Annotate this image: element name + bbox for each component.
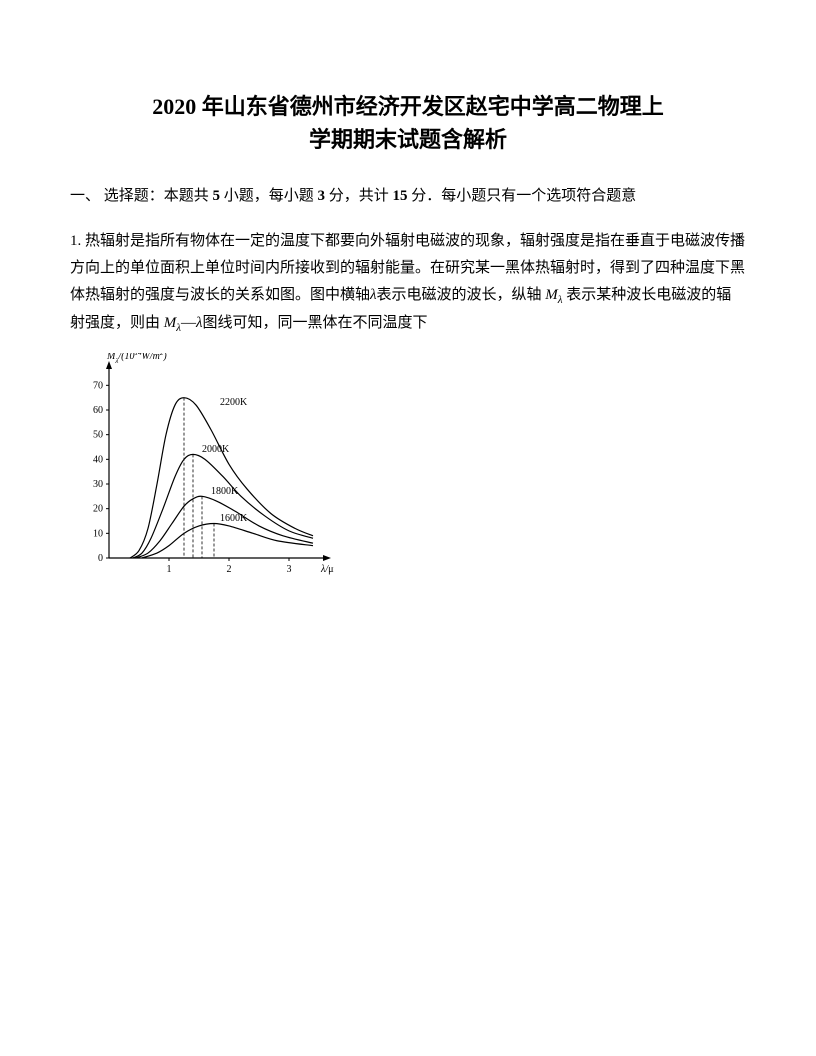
section-total: 15 (393, 188, 408, 204)
svg-text:60: 60 (93, 405, 103, 416)
section-mid1: 小题，每小题 (220, 188, 318, 204)
section-prefix: 一、 选择题：本题共 (70, 188, 213, 204)
svg-text:2: 2 (227, 564, 232, 575)
section-mid2: 分，共计 (325, 188, 393, 204)
chart-svg: 0 10 20 30 40 50 60 70 1 2 3 Mλ/(1014W/m2) λ/μm 2200K… (74, 353, 334, 583)
m-symbol-1: M (545, 287, 558, 303)
section-heading: 一、 选择题：本题共 5 小题，每小题 3 分，共计 15 分．每小题只有一个选… (70, 184, 746, 210)
svg-text:2200K: 2200K (220, 397, 248, 408)
section-count: 5 (213, 188, 221, 204)
question-1: 1. 热辐射是指所有物体在一定的温度下都要向外辐射电磁波的现象，辐射强度是指在垂… (70, 228, 746, 340)
svg-text:1800K: 1800K (211, 486, 239, 497)
question-text-2: 表示电磁波的波长，纵轴 (377, 287, 546, 303)
question-number: 1. (70, 233, 85, 249)
svg-text:3: 3 (287, 564, 292, 575)
svg-text:50: 50 (93, 430, 103, 441)
question-text-4: 图线可知，同一黑体在不同温度下 (203, 315, 428, 331)
svg-text:10: 10 (93, 528, 103, 539)
section-suffix: 分．每小题只有一个选项符合题意 (408, 188, 637, 204)
title-line1: 2020 年山东省德州市经济开发区赵宅中学高二物理上 (152, 94, 664, 119)
svg-text:λ/μm: λ/μm (320, 564, 334, 575)
svg-text:1600K: 1600K (220, 513, 248, 524)
m-symbol-2: M (164, 315, 177, 331)
svg-text:0: 0 (98, 553, 103, 564)
svg-text:30: 30 (93, 479, 103, 490)
dash: — (181, 315, 196, 331)
title-line2: 学期期末试题含解析 (309, 127, 507, 152)
svg-text:2000K: 2000K (202, 444, 230, 455)
svg-text:1: 1 (167, 564, 172, 575)
svg-text:Mλ/(1014W/m2): Mλ/(1014W/m2) (106, 353, 167, 365)
svg-text:70: 70 (93, 380, 103, 391)
document-title: 2020 年山东省德州市经济开发区赵宅中学高二物理上 学期期末试题含解析 (70, 90, 746, 156)
blackbody-radiation-chart: 0 10 20 30 40 50 60 70 1 2 3 Mλ/(1014W/m2) λ/μm 2200K… (74, 353, 746, 588)
svg-text:20: 20 (93, 504, 103, 515)
svg-text:40: 40 (93, 454, 103, 465)
section-points: 3 (318, 188, 326, 204)
